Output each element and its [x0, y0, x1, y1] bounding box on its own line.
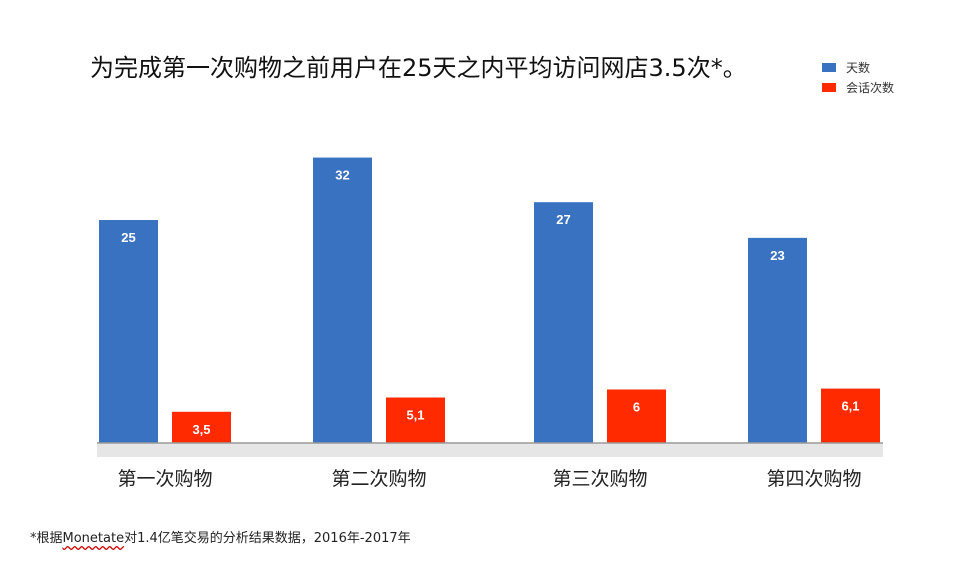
bar [386, 397, 445, 443]
legend-swatch [822, 83, 836, 92]
footnote: *根据Monetate对1.4亿笔交易的分析结果数据，2016年-2017年 [30, 527, 411, 546]
category-label: 第四次购物 [766, 468, 861, 490]
bar [172, 411, 231, 443]
x-axis: 第一次购物 第二次购物 第三次购物 第四次购物 [97, 442, 883, 490]
legend-swatch [822, 63, 836, 72]
bar [748, 237, 807, 443]
data-label: 32 [335, 168, 349, 183]
axis-shadow [97, 443, 883, 457]
category-label: 第一次购物 [117, 468, 212, 490]
legend-label: 天数 [846, 60, 870, 75]
data-label: 25 [121, 230, 135, 245]
data-label: 27 [556, 212, 570, 227]
category-label: 第三次购物 [552, 468, 647, 490]
footnote-suffix: 对1.4亿笔交易的分析结果数据，2016年-2017年 [124, 531, 411, 546]
bar [821, 388, 880, 443]
legend-label: 会话次数 [846, 80, 894, 95]
chart-title: 为完成第一次购物之前用户在25天之内平均访问网店3.5次*。 [90, 54, 747, 82]
data-label: 6 [633, 399, 640, 414]
bars: 25 3,5 32 5,1 27 6 23 6,1 [99, 157, 880, 443]
data-label: 3,5 [192, 422, 210, 437]
footnote-prefix: *根据 [30, 531, 63, 546]
footnote-brand: Monetate [62, 531, 125, 546]
bar [534, 202, 593, 443]
bar [313, 157, 372, 443]
bar [607, 389, 666, 443]
category-label: 第二次购物 [331, 468, 426, 490]
data-label: 23 [770, 248, 784, 263]
bar [99, 220, 158, 443]
data-label: 5,1 [406, 408, 424, 423]
data-label: 6,1 [841, 399, 859, 414]
